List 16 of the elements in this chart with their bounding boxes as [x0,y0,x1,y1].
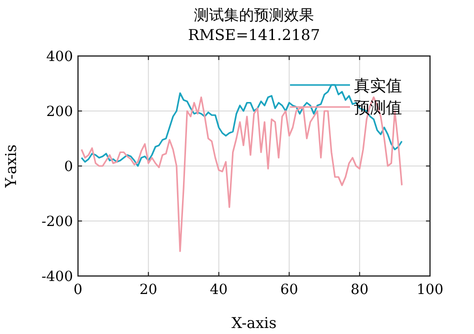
line-series [80,96,403,252]
y-axis-title: Y-axis [2,144,20,189]
chart-title: 测试集的预测效果 [194,6,314,24]
x-tick-label: 60 [280,282,298,298]
y-tick-label: 0 [64,159,73,175]
y-tick-label: 200 [46,104,73,120]
x-axis-title: X-axis [231,314,277,332]
x-tick-label: 20 [139,282,158,298]
chart-subtitle: RMSE=141.2187 [188,26,320,44]
y-tick-label: 400 [46,49,73,65]
x-tick-label: 80 [350,282,369,298]
x-tick-label: 100 [416,282,444,298]
y-tick-label: -200 [42,214,73,230]
legend-label: 真实值 [354,76,402,95]
y-tick-label: -400 [42,269,73,285]
x-tick-label: 40 [210,282,228,298]
